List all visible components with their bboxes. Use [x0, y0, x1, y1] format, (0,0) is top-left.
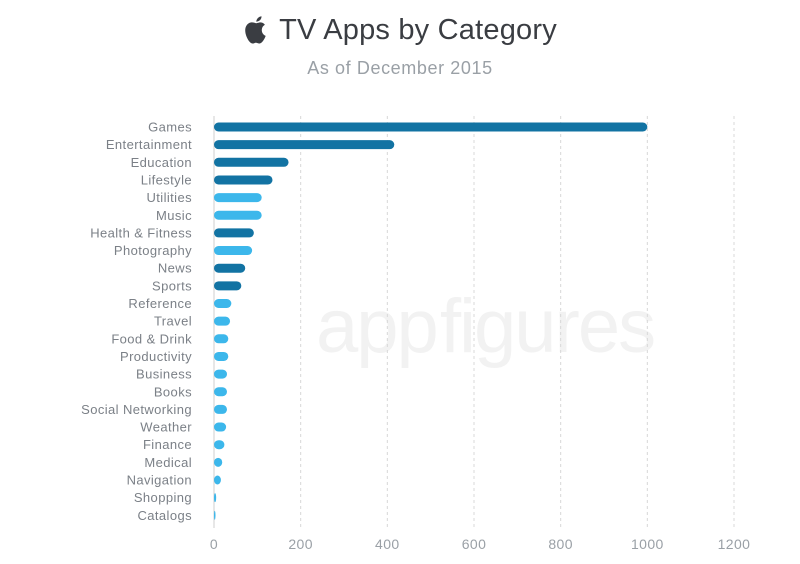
- category-label: News: [158, 261, 192, 276]
- bar: [214, 387, 227, 397]
- category-label: Music: [156, 208, 192, 223]
- x-tick-label: 1000: [631, 536, 664, 552]
- chart-subtitle: As of December 2015: [307, 58, 493, 78]
- bar: [214, 210, 262, 220]
- bar: [214, 122, 648, 132]
- x-tick-label: 1200: [718, 536, 751, 552]
- category-label: Social Networking: [81, 402, 192, 417]
- category-label: Entertainment: [106, 137, 192, 152]
- category-label: Weather: [140, 420, 192, 435]
- bar: [214, 369, 227, 379]
- category-label: Utilities: [147, 190, 193, 205]
- category-label: Finance: [143, 437, 192, 452]
- bar: [214, 157, 289, 167]
- category-label: Shopping: [134, 490, 192, 505]
- category-label: Photography: [114, 243, 192, 258]
- bar: [214, 175, 273, 185]
- bar: [214, 140, 395, 150]
- chart-title: TV Apps by Category: [279, 13, 557, 46]
- category-label: Games: [148, 120, 192, 135]
- bar: [214, 422, 227, 432]
- category-label: Food & Drink: [111, 331, 192, 346]
- category-label: Books: [154, 384, 192, 399]
- bar: [214, 334, 229, 344]
- category-label: Reference: [128, 296, 192, 311]
- chart-header: TV Apps by Category As of December 2015: [0, 8, 800, 79]
- bar: [214, 351, 229, 361]
- bar: [214, 457, 223, 467]
- category-label: Medical: [144, 455, 192, 470]
- category-label: Catalogs: [137, 508, 192, 523]
- bar: [214, 404, 227, 414]
- bar: [214, 193, 262, 203]
- category-label: Education: [131, 155, 192, 170]
- category-labels: Games Entertainment Education Lifestyle Util…: [81, 120, 192, 523]
- x-tick-label: 0: [210, 536, 218, 552]
- x-tick-label: 800: [548, 536, 573, 552]
- bar: [214, 475, 221, 485]
- bar: [214, 440, 225, 450]
- grid-lines: [213, 116, 735, 528]
- category-label: Health & Fitness: [90, 225, 192, 240]
- bar: [214, 246, 253, 256]
- title-row: TV Apps by Category: [0, 8, 800, 52]
- x-tick-label: 200: [288, 536, 313, 552]
- apple-logo-icon: [243, 15, 269, 45]
- watermark-figures: figures: [440, 284, 654, 369]
- x-tick-label: 600: [462, 536, 487, 552]
- category-label: Travel: [154, 314, 192, 329]
- x-tick-labels: 0 200 400 600 800 1000 1200: [210, 536, 750, 552]
- bars: [214, 122, 648, 520]
- bar: [214, 299, 232, 308]
- bar: [214, 510, 216, 520]
- watermark-app: app: [316, 284, 437, 369]
- category-label: Business: [136, 367, 192, 382]
- bar: [214, 493, 217, 503]
- bar: [214, 316, 231, 326]
- bar: [214, 281, 242, 291]
- category-label: Sports: [152, 278, 192, 293]
- category-label: Navigation: [127, 473, 192, 488]
- category-label: Lifestyle: [141, 172, 192, 187]
- category-label: Productivity: [120, 349, 192, 364]
- x-tick-label: 400: [375, 536, 400, 552]
- bar: [214, 228, 254, 238]
- bar: [214, 263, 246, 273]
